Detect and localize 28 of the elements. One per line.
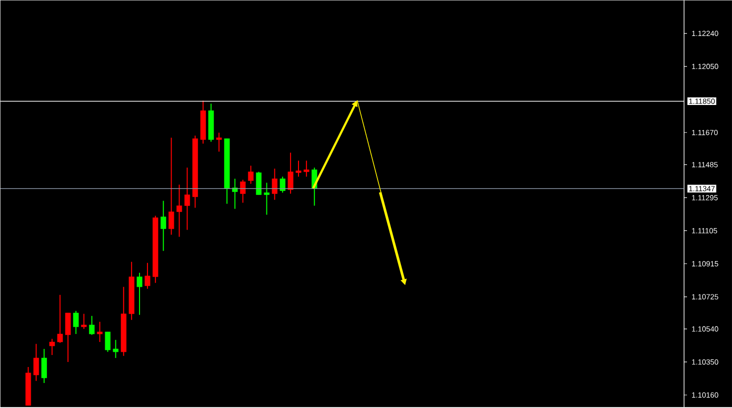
candlestick: [264, 182, 270, 216]
candlestick: [168, 137, 174, 236]
candlestick: [104, 332, 110, 353]
candlestick: [280, 176, 286, 194]
candlestick: [81, 314, 87, 330]
candlestick: [184, 167, 190, 231]
candlestick: [112, 340, 118, 359]
candlestick: [256, 172, 262, 196]
candlestick: [216, 132, 222, 152]
candlestick: [240, 180, 246, 204]
candlestick: [144, 262, 150, 290]
candlestick: [272, 168, 278, 200]
candlestick: [176, 184, 182, 238]
candlestick: [41, 348, 47, 384]
candlestick: [65, 312, 71, 363]
candlestick: [296, 160, 302, 178]
candlestick: [288, 152, 294, 194]
candlestick: [248, 165, 254, 185]
candlestick: [97, 322, 103, 343]
candlestick: [33, 344, 39, 382]
candlestick: [73, 310, 79, 335]
candlestick: [304, 160, 310, 178]
candlestick: [57, 294, 63, 344]
candlestick: [232, 178, 238, 210]
candlestick: [136, 272, 142, 316]
candlestick: [160, 200, 166, 252]
candlestick: [49, 338, 55, 356]
candlestick: [89, 316, 95, 336]
